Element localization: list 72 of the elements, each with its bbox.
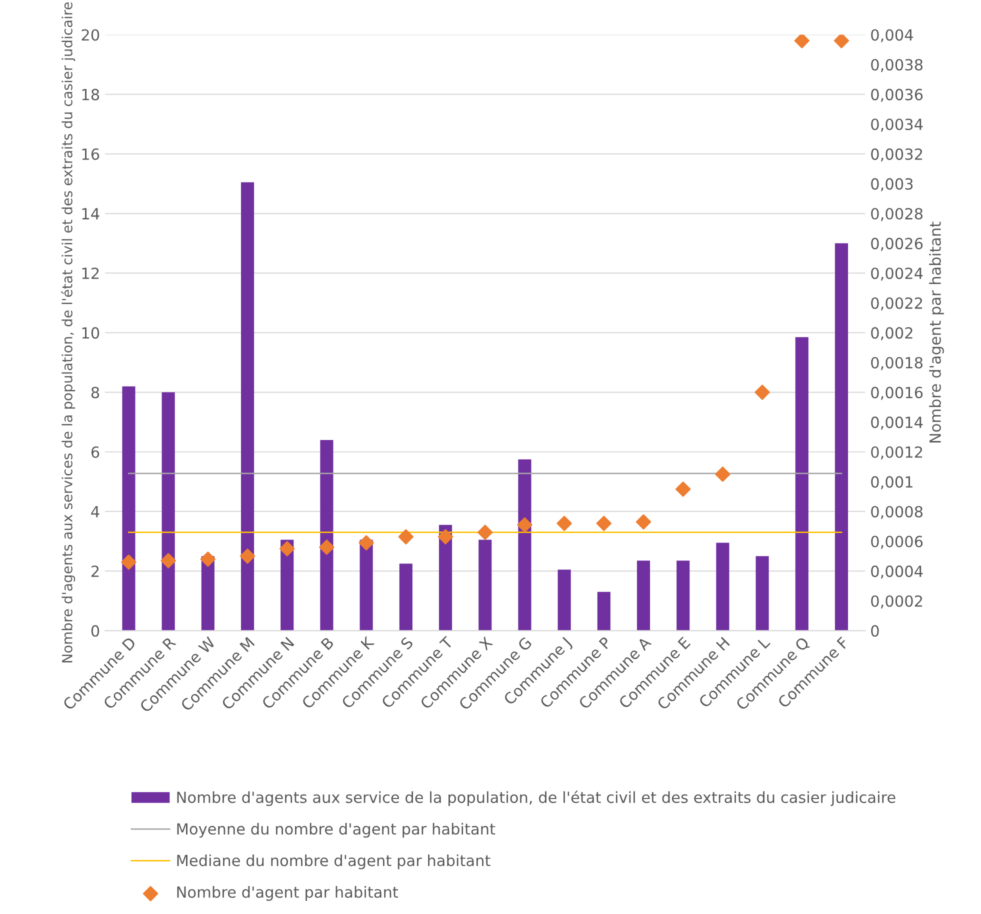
point (438, 529, 454, 544)
y-tick-label: 2 (92, 566, 99, 577)
bar (399, 564, 412, 631)
y-tick-label: 16 (82, 148, 100, 160)
y2-tick-label: 0,002 (871, 327, 912, 340)
point (160, 553, 176, 568)
legend-label: Nombre d'agents aux service de la population, de l'état civil et des extraits du casier judicaire (177, 790, 896, 806)
y2-tick-label: 0,0016 (871, 386, 923, 400)
legend-label: Moyenne du nombre d'agent par habitant (177, 822, 496, 838)
y2-axis-title: Nombre d'agent par habitant (929, 222, 944, 443)
bar (756, 556, 769, 631)
y2-tick-label: 0,0036 (871, 88, 923, 102)
bar (716, 542, 730, 631)
point (240, 548, 256, 564)
y2-tick-label: 0,0018 (871, 356, 923, 370)
y-tick-label: 0 (91, 625, 100, 637)
y2-tick-label: 0,0006 (871, 536, 923, 549)
point (517, 517, 532, 533)
bar (636, 560, 650, 631)
point (358, 535, 374, 550)
y-tick-label: 20 (82, 29, 100, 41)
y2-tick-label: 0 (871, 625, 879, 637)
y2-tick-label: 0,0024 (871, 268, 923, 281)
y-tick-label: 18 (82, 88, 100, 100)
point (556, 516, 572, 532)
y2-tick-label: 0,0012 (871, 446, 922, 460)
y2-tick-label: 0,003 (871, 178, 913, 192)
y2-tick-label: 0,0008 (871, 506, 923, 520)
legend-label: Nombre d'agent par habitant (177, 886, 398, 901)
point (596, 516, 612, 532)
y-tick-label: 10 (82, 327, 100, 339)
bar (240, 182, 254, 631)
bar (597, 592, 610, 631)
point (675, 481, 691, 497)
bar (795, 337, 808, 631)
y-tick-label: 4 (91, 506, 100, 518)
point (279, 541, 295, 556)
y2-tick-label: 0,0028 (871, 208, 923, 222)
bar (834, 243, 848, 631)
y-tick-label: 14 (82, 208, 100, 220)
point (754, 384, 770, 400)
point (398, 529, 414, 544)
y2-tick-label: 0,0038 (871, 58, 923, 72)
point (200, 552, 216, 567)
bar (518, 459, 532, 631)
bar (478, 540, 492, 631)
point (636, 514, 652, 530)
y2-tick-label: 0,001 (871, 476, 912, 490)
bar (320, 440, 334, 631)
y2-tick-label: 0,0004 (871, 566, 923, 579)
point (794, 34, 810, 48)
point (319, 540, 334, 555)
y-tick-label: 6 (91, 446, 100, 458)
y2-tick-label: 0,0014 (871, 416, 923, 430)
y-tick-label: 8 (91, 386, 100, 398)
bar (360, 540, 373, 631)
y2-tick-label: 0,004 (871, 29, 913, 42)
y2-tick-label: 0,0026 (871, 238, 923, 251)
bar (162, 392, 175, 631)
point (121, 554, 136, 570)
bar (558, 570, 571, 631)
legend-label: Mediane du nombre d'agent par habitant (177, 854, 490, 870)
y2-tick-label: 0,0002 (871, 595, 922, 608)
point (715, 466, 730, 482)
y-tick-label: 12 (82, 268, 99, 279)
bar (122, 386, 136, 631)
y2-tick-label: 0,0034 (871, 118, 923, 132)
bar (676, 560, 690, 631)
point (834, 34, 850, 48)
y2-tick-label: 0,0032 (871, 148, 922, 162)
y2-tick-label: 0,0022 (871, 297, 922, 310)
point (477, 524, 493, 540)
